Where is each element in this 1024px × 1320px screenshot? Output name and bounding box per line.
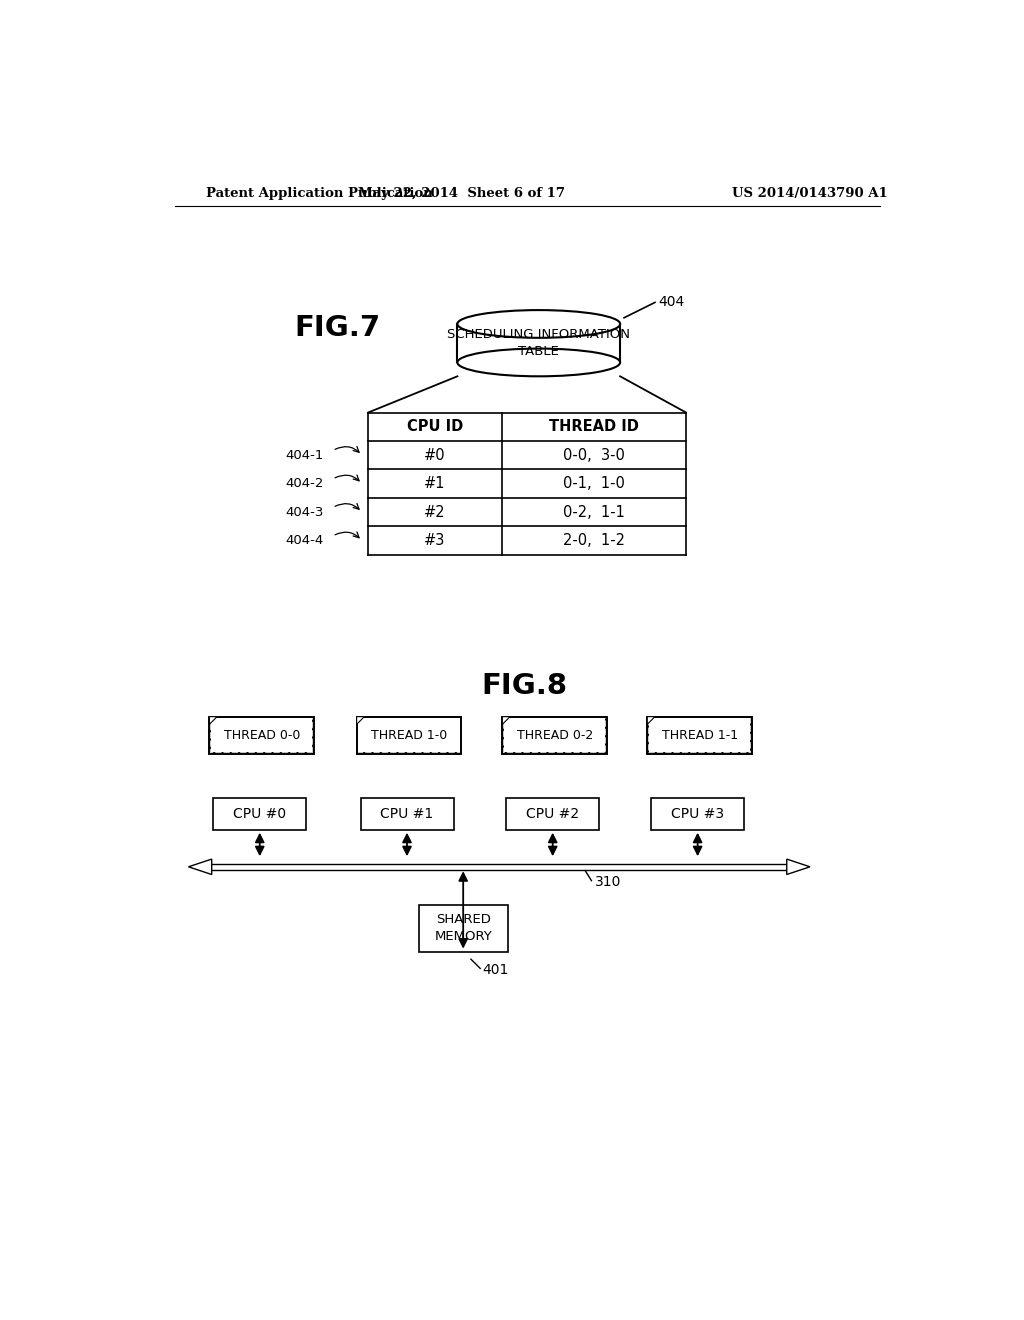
Text: 0-0,  3-0: 0-0, 3-0 xyxy=(563,447,625,463)
Bar xyxy=(647,717,752,754)
Ellipse shape xyxy=(458,310,621,338)
Text: 404: 404 xyxy=(658,296,684,309)
Text: Patent Application Publication: Patent Application Publication xyxy=(206,186,432,199)
Bar xyxy=(647,717,752,754)
Text: CPU #0: CPU #0 xyxy=(233,807,287,821)
Bar xyxy=(213,797,306,830)
Text: CPU #2: CPU #2 xyxy=(526,807,580,821)
Ellipse shape xyxy=(458,348,621,376)
Polygon shape xyxy=(188,859,212,875)
Text: 404-3: 404-3 xyxy=(285,506,324,519)
Text: CPU ID: CPU ID xyxy=(407,420,463,434)
Text: #0: #0 xyxy=(424,447,445,463)
Bar xyxy=(649,718,751,752)
Text: 404-4: 404-4 xyxy=(285,535,324,548)
Text: 401: 401 xyxy=(482,964,509,977)
Text: THREAD ID: THREAD ID xyxy=(549,420,639,434)
Text: SCHEDULING INFORMATION
TABLE: SCHEDULING INFORMATION TABLE xyxy=(447,329,630,358)
Bar xyxy=(356,717,461,754)
Bar xyxy=(651,797,744,830)
Bar xyxy=(506,797,599,830)
Bar xyxy=(503,717,607,754)
Text: 310: 310 xyxy=(595,875,621,890)
Text: #2: #2 xyxy=(424,504,445,520)
Text: CPU #1: CPU #1 xyxy=(380,807,433,821)
Text: THREAD 1-1: THREAD 1-1 xyxy=(662,729,737,742)
Text: THREAD 0-0: THREAD 0-0 xyxy=(223,729,300,742)
Text: SHARED
MEMORY: SHARED MEMORY xyxy=(434,913,493,944)
Polygon shape xyxy=(209,717,217,725)
Text: FIG.7: FIG.7 xyxy=(295,314,381,342)
Bar xyxy=(458,323,621,363)
Text: US 2014/0143790 A1: US 2014/0143790 A1 xyxy=(732,186,888,199)
Text: THREAD 0-2: THREAD 0-2 xyxy=(516,729,593,742)
Text: 0-2,  1-1: 0-2, 1-1 xyxy=(563,504,625,520)
Text: THREAD 1-0: THREAD 1-0 xyxy=(371,729,447,742)
Bar xyxy=(419,906,508,952)
Polygon shape xyxy=(356,717,365,725)
Polygon shape xyxy=(786,859,810,875)
Text: CPU #3: CPU #3 xyxy=(671,807,724,821)
Bar xyxy=(209,717,314,754)
Text: May 22, 2014  Sheet 6 of 17: May 22, 2014 Sheet 6 of 17 xyxy=(357,186,565,199)
Text: 2-0,  1-2: 2-0, 1-2 xyxy=(563,533,625,548)
Text: #3: #3 xyxy=(424,533,445,548)
Text: #1: #1 xyxy=(424,477,445,491)
Text: 404-1: 404-1 xyxy=(285,449,324,462)
Polygon shape xyxy=(647,717,655,725)
Bar xyxy=(504,718,605,752)
Bar xyxy=(209,717,314,754)
Bar xyxy=(356,717,461,754)
Text: 404-2: 404-2 xyxy=(285,478,324,490)
Text: FIG.8: FIG.8 xyxy=(482,672,567,700)
Polygon shape xyxy=(503,717,510,725)
Text: 0-1,  1-0: 0-1, 1-0 xyxy=(563,477,625,491)
Bar xyxy=(503,717,607,754)
Bar xyxy=(211,718,312,752)
Bar xyxy=(358,718,460,752)
Bar xyxy=(360,797,454,830)
